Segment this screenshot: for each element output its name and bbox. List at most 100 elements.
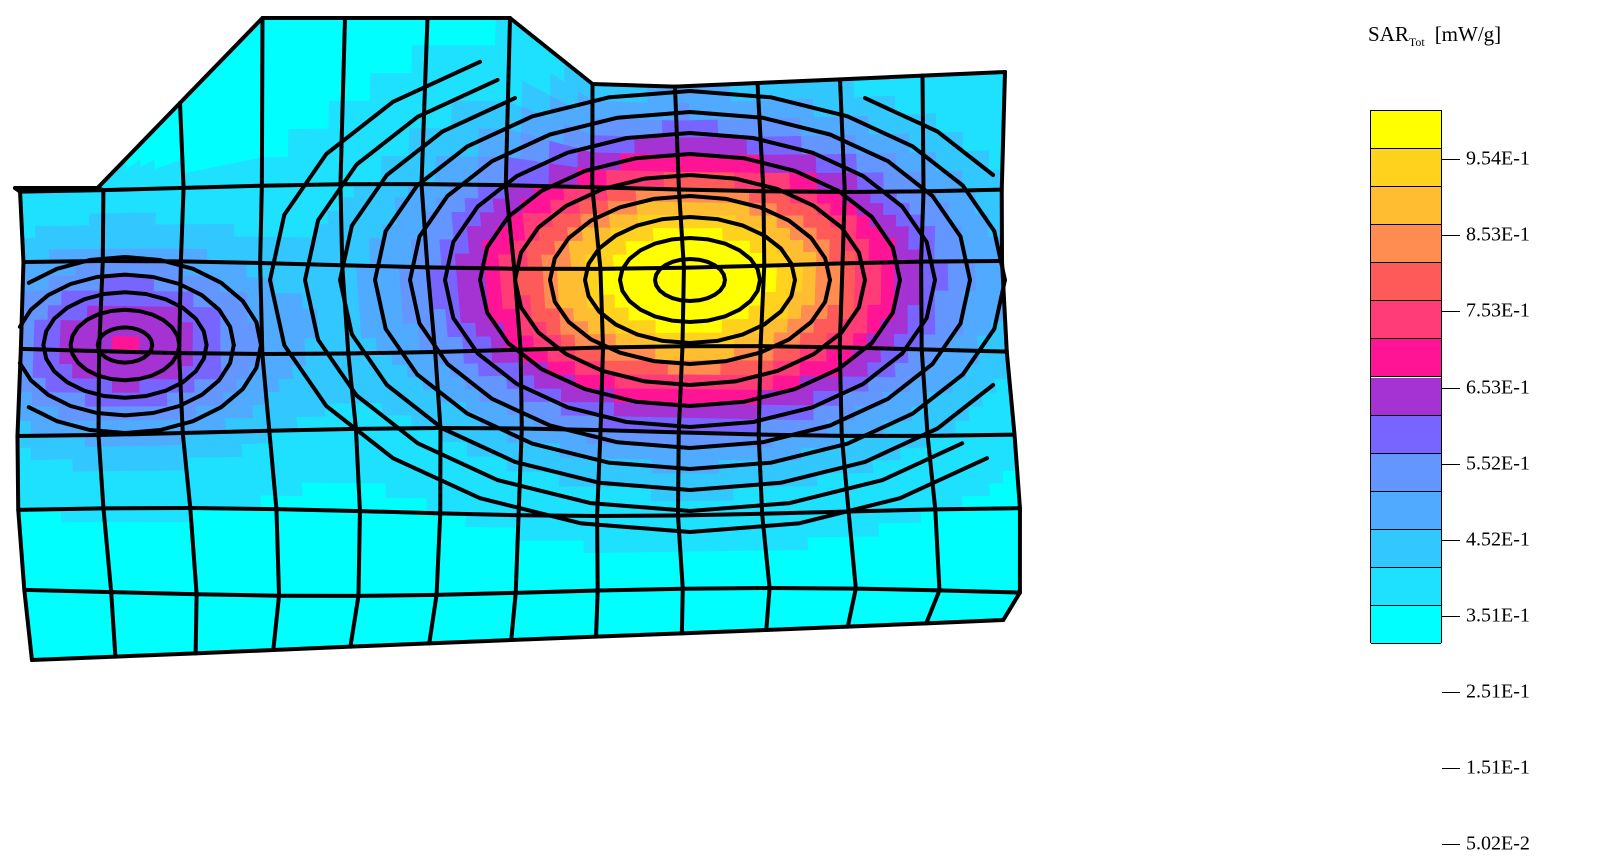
mesh-cell bbox=[737, 551, 752, 564]
mesh-cell bbox=[597, 541, 611, 554]
mesh-cell bbox=[725, 610, 740, 618]
mesh-cell bbox=[773, 420, 787, 435]
mesh-cell bbox=[651, 202, 666, 215]
mesh-cell bbox=[208, 237, 222, 250]
mesh-cell bbox=[738, 563, 753, 575]
mesh-cell bbox=[976, 291, 990, 306]
colorbar-tick bbox=[1442, 768, 1460, 769]
mesh-cell bbox=[238, 392, 253, 405]
mesh-cell bbox=[486, 617, 500, 625]
colorbar-band bbox=[1371, 492, 1441, 530]
mesh-cell bbox=[235, 212, 248, 225]
mesh-cell bbox=[391, 628, 405, 637]
mesh-cell bbox=[140, 379, 154, 393]
mesh-cell bbox=[578, 149, 592, 170]
mesh-cell bbox=[965, 550, 979, 564]
mesh-cell bbox=[787, 391, 801, 406]
mesh-cell bbox=[326, 630, 340, 639]
mesh-cell bbox=[611, 541, 625, 554]
mesh-cell bbox=[152, 565, 167, 579]
mesh-cell bbox=[540, 623, 555, 631]
mesh-cell bbox=[638, 540, 652, 552]
mesh-cell bbox=[314, 622, 328, 631]
mesh-cell bbox=[305, 567, 319, 581]
mesh-cell bbox=[780, 551, 796, 564]
mesh-cell bbox=[531, 528, 545, 541]
mesh-cell bbox=[894, 537, 909, 550]
mesh-cell bbox=[275, 157, 288, 185]
mesh-cell bbox=[869, 135, 883, 154]
mesh-cell bbox=[234, 308, 248, 323]
mesh-cell bbox=[779, 538, 795, 551]
mesh-cell bbox=[1006, 536, 1020, 550]
mesh-cell bbox=[488, 296, 503, 310]
mesh-cell bbox=[318, 539, 332, 553]
mesh-cell bbox=[40, 602, 55, 614]
mesh-cell bbox=[802, 292, 816, 306]
mesh-cell bbox=[36, 550, 51, 564]
mesh-cell bbox=[527, 608, 541, 616]
mesh-cell bbox=[781, 615, 796, 622]
mesh-cell bbox=[654, 604, 668, 612]
mesh-cell bbox=[404, 324, 420, 338]
mesh-cell bbox=[614, 403, 628, 417]
mesh-cell bbox=[289, 74, 303, 102]
colorbar-tick-label: 2.51E-1 bbox=[1466, 681, 1530, 704]
mesh-cell bbox=[869, 239, 882, 251]
mesh-cell bbox=[869, 407, 884, 422]
mesh-cell bbox=[557, 566, 571, 579]
mesh-cell bbox=[873, 461, 889, 474]
mesh-cell bbox=[319, 567, 332, 581]
mesh-cell bbox=[120, 536, 136, 550]
mesh-cell bbox=[650, 172, 665, 190]
mesh-cell bbox=[989, 472, 1004, 484]
mesh-cell bbox=[975, 261, 989, 276]
mesh-cell bbox=[935, 261, 949, 276]
mesh-cell bbox=[157, 458, 172, 471]
mesh-cell bbox=[653, 565, 668, 578]
mesh-cell bbox=[291, 553, 305, 568]
mesh-cell bbox=[281, 405, 297, 418]
mesh-cell bbox=[209, 166, 222, 187]
mesh-cell bbox=[897, 392, 912, 407]
mesh-cell bbox=[128, 276, 142, 291]
mesh-cell bbox=[978, 536, 992, 550]
mesh-cell bbox=[629, 361, 643, 375]
mesh-cell bbox=[689, 85, 704, 103]
mesh-cell bbox=[692, 155, 707, 172]
mesh-cell bbox=[59, 460, 73, 472]
mesh-cell bbox=[236, 623, 250, 633]
mesh-cell bbox=[384, 73, 399, 101]
mesh-cell bbox=[76, 202, 90, 214]
mesh-cell bbox=[480, 402, 494, 415]
mesh-cell bbox=[883, 203, 897, 215]
mesh-cell bbox=[112, 365, 126, 379]
mesh-cell bbox=[642, 294, 656, 307]
mesh-cell bbox=[800, 391, 814, 406]
mesh-cell bbox=[569, 614, 583, 622]
mesh-cell bbox=[208, 566, 223, 581]
mesh-cell bbox=[230, 470, 246, 483]
colorbar-tick bbox=[1442, 388, 1460, 389]
mesh-cell bbox=[196, 168, 210, 187]
mesh-cell bbox=[640, 597, 654, 605]
mesh-cell bbox=[904, 607, 919, 613]
mesh-cell bbox=[487, 609, 501, 617]
mesh-cell bbox=[54, 602, 69, 613]
mesh-cell bbox=[523, 213, 539, 227]
mesh-cell bbox=[557, 554, 571, 567]
mesh-cell bbox=[990, 484, 1005, 496]
mesh-cell bbox=[696, 307, 710, 320]
mesh-cell bbox=[782, 602, 797, 609]
mesh-cell bbox=[720, 487, 734, 501]
mesh-cell bbox=[365, 378, 380, 391]
mesh-cell bbox=[370, 73, 385, 101]
mesh-cell bbox=[393, 365, 408, 378]
mesh-cell bbox=[711, 603, 726, 611]
mesh-cell bbox=[70, 613, 85, 624]
mesh-cell bbox=[795, 608, 810, 615]
mesh-cell bbox=[280, 392, 296, 405]
mesh-cell bbox=[411, 568, 425, 582]
mesh-cell bbox=[234, 278, 248, 293]
mesh-cell bbox=[399, 484, 413, 498]
